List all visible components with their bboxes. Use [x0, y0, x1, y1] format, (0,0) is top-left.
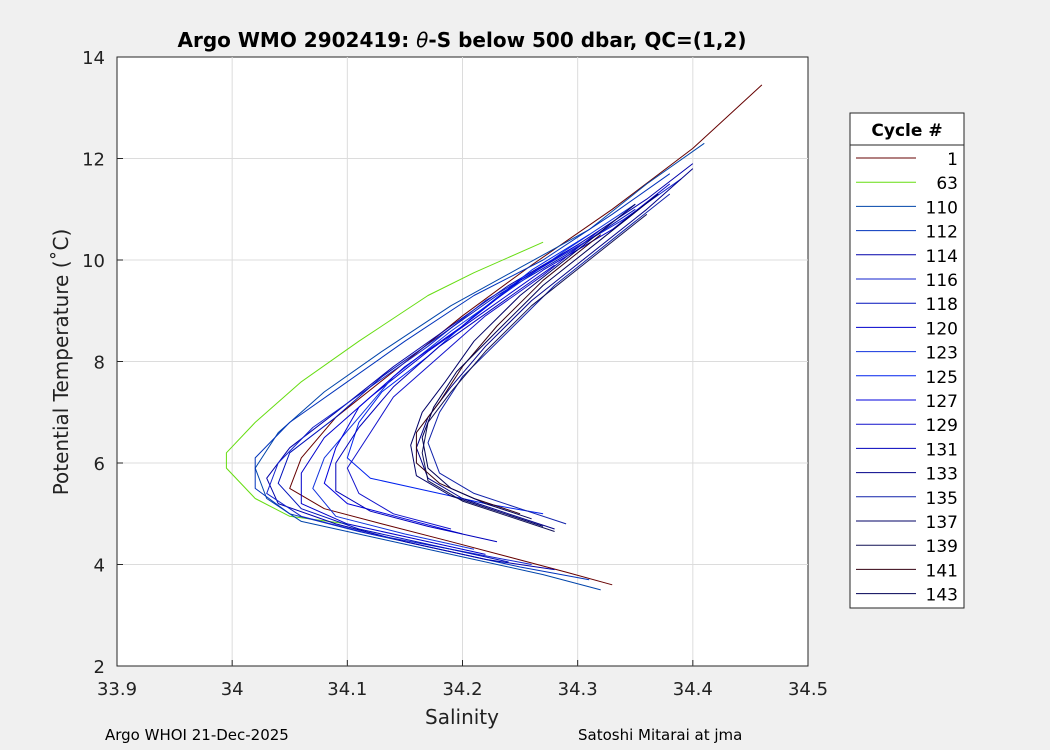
series-line-120 — [300, 183, 671, 555]
y-tick-label: 10 — [82, 251, 105, 272]
series-line-143 — [421, 193, 659, 520]
legend-label-125: 125 — [926, 368, 958, 388]
x-tick-label: 34.2 — [442, 679, 482, 700]
y-tick-label: 2 — [94, 657, 105, 678]
legend-label-139: 139 — [926, 537, 958, 557]
legend-label-127: 127 — [926, 392, 958, 412]
series-line-137 — [410, 203, 636, 527]
series-lines — [225, 84, 763, 591]
legend-label-116: 116 — [926, 271, 958, 291]
legend-label-129: 129 — [926, 416, 958, 436]
legend-label-123: 123 — [926, 344, 958, 364]
legend-label-137: 137 — [926, 513, 958, 533]
x-ticks: 33.9 34 34.1 34.2 34.3 34.4 34.5 — [97, 660, 828, 700]
y-tick-label: 12 — [82, 150, 105, 171]
legend-items: 1 63 110 112 114 116 118 120 123 125 127 129 131 133 1… — [856, 150, 958, 606]
x-tick-label: 34.4 — [673, 679, 713, 700]
y-tick-label: 4 — [94, 556, 105, 577]
x-tick-label: 34.5 — [788, 679, 828, 700]
legend: Cycle # 1 63 110 112 114 116 118 120 123 125 127 12… — [849, 112, 965, 609]
legend-label-133: 133 — [926, 465, 958, 485]
title-prefix: Argo WMO 2902419: — [178, 28, 417, 52]
series-line-123 — [312, 203, 636, 550]
legend-label-112: 112 — [926, 223, 958, 243]
footer-right: Satoshi Mitarai at jma — [578, 726, 742, 744]
legend-label-110: 110 — [926, 198, 958, 218]
grid-lines — [117, 57, 808, 666]
y-tick-label: 8 — [94, 353, 105, 374]
title-suffix: -S below 500 dbar, QC=(1,2) — [428, 28, 746, 52]
series-line-129 — [346, 229, 602, 530]
legend-label-135: 135 — [926, 489, 958, 509]
legend-label-131: 131 — [926, 440, 958, 460]
x-tick-label: 34.1 — [327, 679, 367, 700]
series-line-125 — [346, 234, 590, 515]
legend-label-120: 120 — [926, 319, 958, 339]
chart-title: Argo WMO 2902419: θ-S below 500 dbar, QC… — [178, 28, 747, 52]
legend-label-143: 143 — [926, 586, 958, 606]
legend-label-118: 118 — [926, 295, 958, 315]
legend-label-1: 1 — [947, 150, 958, 170]
series-line-116 — [266, 178, 682, 565]
legend-label-63: 63 — [936, 174, 958, 194]
series-line-63 — [225, 241, 544, 525]
legend-title: Cycle # — [871, 121, 942, 141]
legend-box — [849, 112, 965, 609]
x-tick-label: 33.9 — [97, 679, 137, 700]
y-ticks: 2 4 6 8 10 12 14 — [82, 48, 123, 678]
x-axis-label: Salinity — [425, 705, 499, 729]
x-tick-label: 34.3 — [558, 679, 598, 700]
legend-label-114: 114 — [926, 247, 958, 267]
series-line-127 — [323, 244, 578, 535]
y-tick-label: 14 — [82, 48, 105, 69]
footer-left: Argo WHOI 21-Dec-2025 — [105, 726, 289, 744]
series-line-135 — [427, 193, 671, 525]
series-line-1 — [289, 84, 763, 586]
legend-label-141: 141 — [926, 561, 958, 581]
series-line-131 — [335, 264, 555, 543]
y-tick-label: 6 — [94, 454, 105, 475]
x-tick-label: 34 — [221, 679, 244, 700]
title-theta: θ — [416, 28, 428, 52]
y-axis-label: Potential Temperature (˚C) — [49, 229, 73, 496]
series-line-110 — [254, 142, 705, 591]
